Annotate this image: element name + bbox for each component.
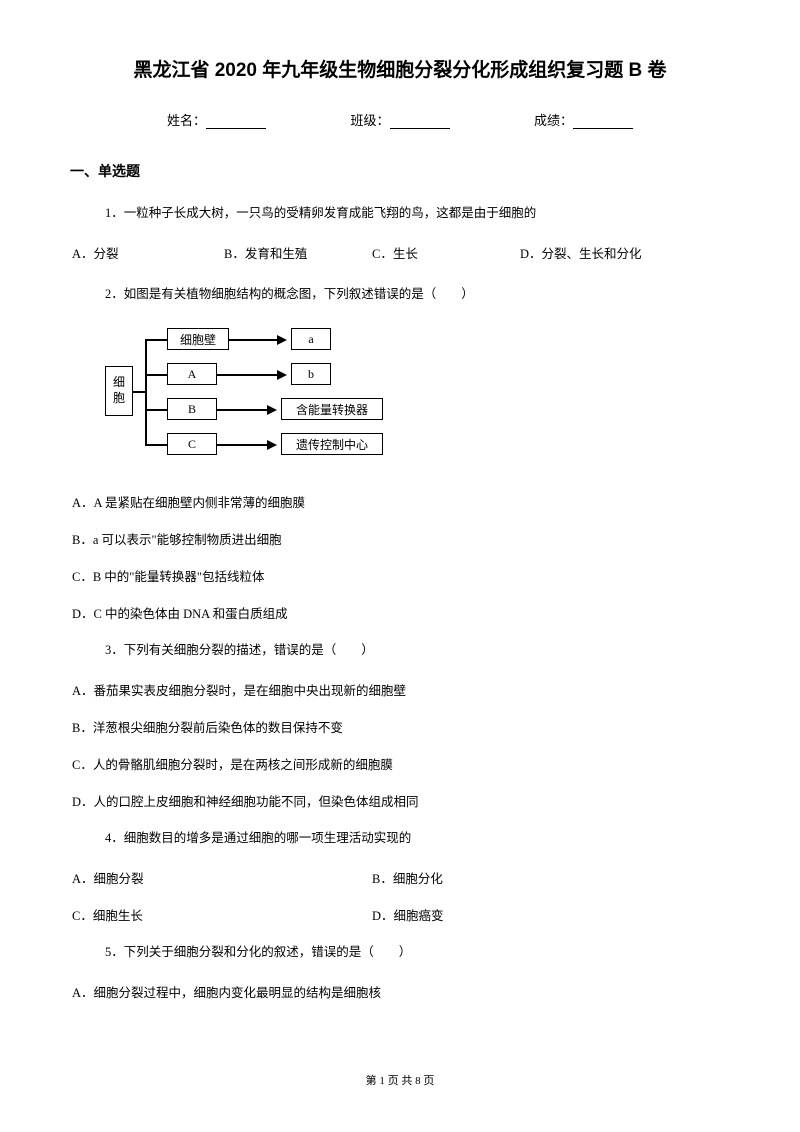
score-blank[interactable] <box>573 115 633 129</box>
node-A: A <box>167 363 217 385</box>
node-C: C <box>167 433 217 455</box>
q2-opt-d[interactable]: D．C 中的染色体由 DNA 和蛋白质组成 <box>70 603 730 622</box>
section-heading: 一、单选题 <box>70 161 730 181</box>
node-energy: 含能量转换器 <box>281 398 383 420</box>
q3-opt-c[interactable]: C．人的骨骼肌细胞分裂时，是在两核之间形成新的细胞膜 <box>70 754 730 773</box>
q1-opt-c[interactable]: C．生长 <box>372 243 520 262</box>
arrow-icon <box>267 440 277 450</box>
q1-num: 1． <box>105 206 124 220</box>
header-info: 姓名： 班级： 成绩： <box>70 110 730 129</box>
q1-opt-b[interactable]: B．发育和生殖 <box>224 243 372 262</box>
q4-opt-a[interactable]: A．细胞分裂 <box>72 868 372 887</box>
node-b: b <box>291 363 331 385</box>
q5-text: 5．下列关于细胞分裂和分化的叙述，错误的是（ ） <box>70 942 730 962</box>
page-footer: 第 1 页 共 8 页 <box>0 1072 800 1088</box>
q5-body: 下列关于细胞分裂和分化的叙述，错误的是（ ） <box>124 945 412 959</box>
arrow-icon <box>267 405 277 415</box>
q3-num: 3． <box>105 643 124 657</box>
arrow-icon <box>277 370 287 380</box>
q3-opt-b[interactable]: B．洋葱根尖细胞分裂前后染色体的数目保持不变 <box>70 717 730 736</box>
name-label: 姓名： <box>167 110 206 129</box>
q3-opt-d[interactable]: D．人的口腔上皮细胞和神经细胞功能不同，但染色体组成相同 <box>70 791 730 810</box>
exam-title: 黑龙江省 2020 年九年级生物细胞分裂分化形成组织复习题 B 卷 <box>70 55 730 82</box>
cell-concept-diagram: 细 胞 细胞壁 a A b B 含能量转换器 C 遗传控制中心 <box>105 324 415 474</box>
class-label: 班级： <box>350 110 389 129</box>
q1-opt-a[interactable]: A．分裂 <box>72 243 224 262</box>
q4-body: 细胞数目的增多是通过细胞的哪一项生理活动实现的 <box>124 831 412 845</box>
q5-num: 5． <box>105 945 124 959</box>
q2-opt-b[interactable]: B．a 可以表示"能够控制物质进出细胞 <box>70 529 730 548</box>
name-blank[interactable] <box>206 115 266 129</box>
q2-opt-a[interactable]: A．A 是紧贴在细胞壁内侧非常薄的细胞膜 <box>70 492 730 511</box>
q4-text: 4．细胞数目的增多是通过细胞的哪一项生理活动实现的 <box>70 828 730 848</box>
q4-opt-b[interactable]: B．细胞分化 <box>372 868 443 887</box>
node-cellwall: 细胞壁 <box>167 328 229 350</box>
score-label: 成绩： <box>534 110 573 129</box>
q1-options: A．分裂 B．发育和生殖 C．生长 D．分裂、生长和分化 <box>70 243 730 262</box>
q2-text: 2．如图是有关植物细胞结构的概念图，下列叙述错误的是（ ） <box>70 284 730 304</box>
node-a: a <box>291 328 331 350</box>
q1-text: 1．一粒种子长成大树，一只鸟的受精卵发育成能飞翔的鸟，这都是由于细胞的 <box>70 203 730 223</box>
q5-opt-a[interactable]: A．细胞分裂过程中，细胞内变化最明显的结构是细胞核 <box>70 982 730 1001</box>
q2-opt-c[interactable]: C．B 中的"能量转换器"包括线粒体 <box>70 566 730 585</box>
class-blank[interactable] <box>390 115 450 129</box>
q4-opts-row2: C．细胞生长 D．细胞癌变 <box>70 905 730 924</box>
node-genetic: 遗传控制中心 <box>281 433 383 455</box>
q2-body: 如图是有关植物细胞结构的概念图，下列叙述错误的是（ ） <box>124 287 474 301</box>
q3-body: 下列有关细胞分裂的描述，错误的是（ ） <box>124 643 374 657</box>
node-B: B <box>167 398 217 420</box>
q2-num: 2． <box>105 287 124 301</box>
q4-opts-row1: A．细胞分裂 B．细胞分化 <box>70 868 730 887</box>
q1-opt-d[interactable]: D．分裂、生长和分化 <box>520 243 680 262</box>
arrow-icon <box>277 335 287 345</box>
q3-text: 3．下列有关细胞分裂的描述，错误的是（ ） <box>70 640 730 660</box>
q1-body: 一粒种子长成大树，一只鸟的受精卵发育成能飞翔的鸟，这都是由于细胞的 <box>124 206 537 220</box>
q4-num: 4． <box>105 831 124 845</box>
root-node: 细 胞 <box>105 366 133 416</box>
q4-opt-c[interactable]: C．细胞生长 <box>72 905 372 924</box>
q3-opt-a[interactable]: A．番茄果实表皮细胞分裂时，是在细胞中央出现新的细胞壁 <box>70 680 730 699</box>
q4-opt-d[interactable]: D．细胞癌变 <box>372 905 444 924</box>
